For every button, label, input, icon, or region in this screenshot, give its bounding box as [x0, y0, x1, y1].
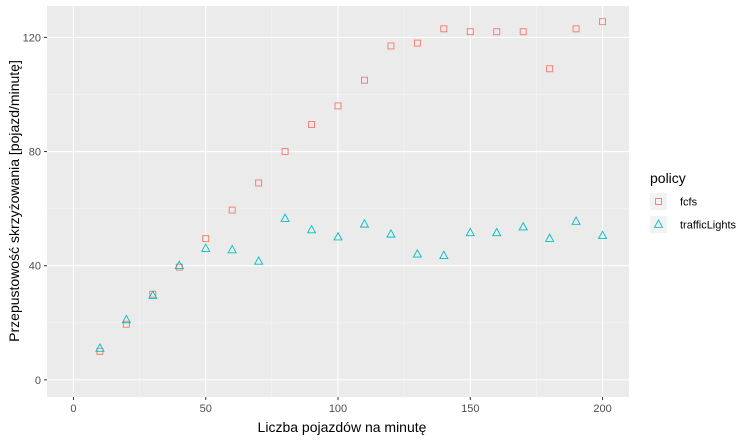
data-point-fcfs	[361, 76, 368, 84]
data-point-trafficLights	[491, 227, 502, 237]
y-axis-title: Przepustowość skrzyżowania [pojazd/minut…	[6, 60, 22, 342]
x-tick-label: 200	[593, 403, 611, 415]
data-point-fcfs	[572, 25, 580, 33]
y-tick-label: 80	[29, 147, 41, 159]
data-point-trafficLights	[121, 314, 132, 324]
y-tick-label: 0	[35, 375, 41, 387]
data-point-trafficLights	[597, 230, 608, 239]
legend-key-fcfs	[650, 193, 667, 210]
data-point-fcfs	[202, 235, 210, 243]
y-tick-label: 40	[29, 261, 41, 273]
data-point-trafficLights	[412, 248, 423, 258]
legend-title: policy	[650, 170, 686, 186]
data-point-trafficLights	[465, 227, 476, 237]
data-point-fcfs	[546, 65, 554, 73]
data-point-fcfs	[493, 28, 501, 36]
data-point-trafficLights	[227, 244, 237, 254]
data-point-trafficLights	[148, 290, 158, 299]
data-point-trafficLights	[200, 243, 211, 252]
data-point-trafficLights	[280, 213, 290, 222]
y-axis: 0 40 80 120	[23, 32, 47, 387]
data-points	[95, 18, 608, 355]
x-tick-label: 0	[70, 403, 76, 415]
data-point-fcfs	[308, 120, 315, 128]
data-point-trafficLights	[253, 255, 264, 265]
x-tick-label: 100	[329, 403, 347, 415]
data-point-trafficLights	[333, 231, 343, 241]
legend-marker-trafficLights	[653, 219, 664, 228]
data-point-fcfs	[228, 206, 236, 214]
data-point-fcfs	[599, 18, 606, 26]
data-point-trafficLights	[544, 233, 555, 242]
data-point-trafficLights	[95, 343, 105, 352]
data-point-fcfs	[281, 148, 289, 156]
legend-key-trafficLights	[650, 216, 667, 233]
data-point-fcfs	[413, 39, 421, 47]
data-point-trafficLights	[359, 218, 370, 228]
data-point-fcfs	[255, 179, 263, 187]
x-tick-label: 50	[200, 403, 212, 415]
data-point-trafficLights	[518, 221, 528, 231]
legend-marker-fcfs	[655, 198, 662, 205]
x-tick-label: 150	[461, 403, 479, 415]
data-point-trafficLights	[174, 260, 185, 269]
legend-label-trafficLights: trafficLights	[680, 220, 737, 232]
legend-label-fcfs: fcfs	[680, 197, 698, 209]
data-point-trafficLights	[306, 224, 317, 234]
legend: policy fcfs trafficLights	[650, 170, 737, 233]
x-axis: 0 50 100 150 200	[70, 397, 612, 415]
data-point-trafficLights	[571, 216, 581, 225]
data-point-fcfs	[440, 25, 448, 33]
data-point-trafficLights	[386, 228, 396, 238]
y-tick-label: 120	[23, 32, 41, 44]
data-point-fcfs	[519, 28, 527, 36]
legend-items: fcfs trafficLights	[650, 193, 737, 233]
data-point-fcfs	[334, 102, 342, 110]
x-axis-title: Liczba pojazdów na minutę	[258, 419, 427, 435]
data-point-trafficLights	[439, 250, 449, 259]
data-point-fcfs	[387, 42, 395, 50]
data-point-fcfs	[122, 320, 130, 328]
major-gridlines	[47, 6, 629, 397]
data-point-fcfs	[466, 28, 474, 36]
